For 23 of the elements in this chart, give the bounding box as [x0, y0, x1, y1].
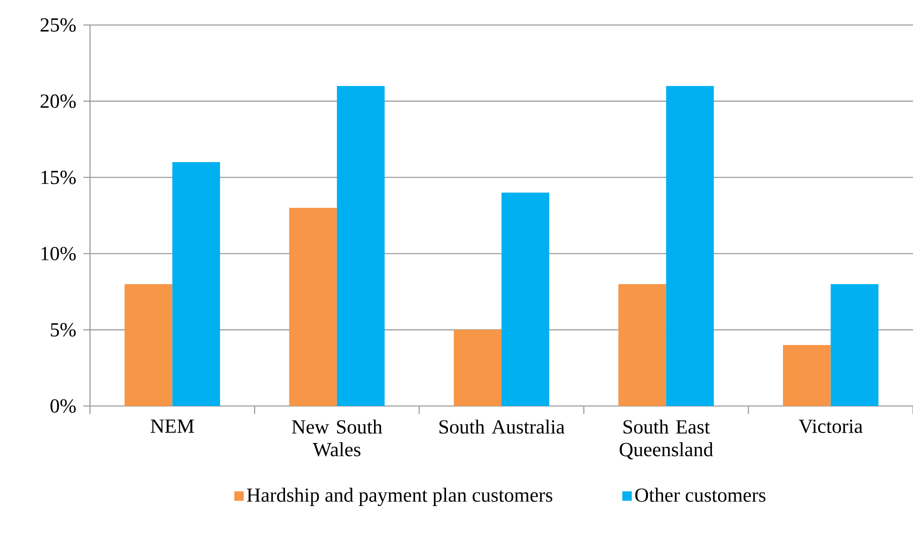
bar	[782, 345, 831, 406]
x-tick-label: South East Queensland	[620, 420, 714, 460]
y-tick-label: 0%	[50, 399, 76, 413]
x-tick-label: Victoria	[798, 420, 863, 434]
y-tick-label: 15%	[42, 170, 76, 184]
y-tick-label: 20%	[40, 94, 76, 108]
bar	[666, 86, 714, 406]
legend-label: Other customers	[635, 488, 766, 502]
x-tick-label: New South Wales	[292, 420, 382, 456]
bar	[289, 208, 337, 406]
legend-label: Hardship and payment plan customers	[246, 488, 552, 506]
bar	[618, 284, 666, 406]
y-tick-label: 25%	[40, 18, 76, 32]
bar	[502, 192, 550, 406]
x-tick-label: NEM	[150, 420, 194, 433]
y-tick-label: 5%	[50, 323, 76, 337]
bar	[454, 330, 502, 406]
bar	[124, 284, 172, 406]
bar	[336, 86, 385, 406]
y-tick-label: 10%	[42, 246, 76, 260]
x-tick-label: South Australia	[440, 420, 565, 434]
bar	[830, 284, 878, 406]
bar	[172, 162, 220, 406]
